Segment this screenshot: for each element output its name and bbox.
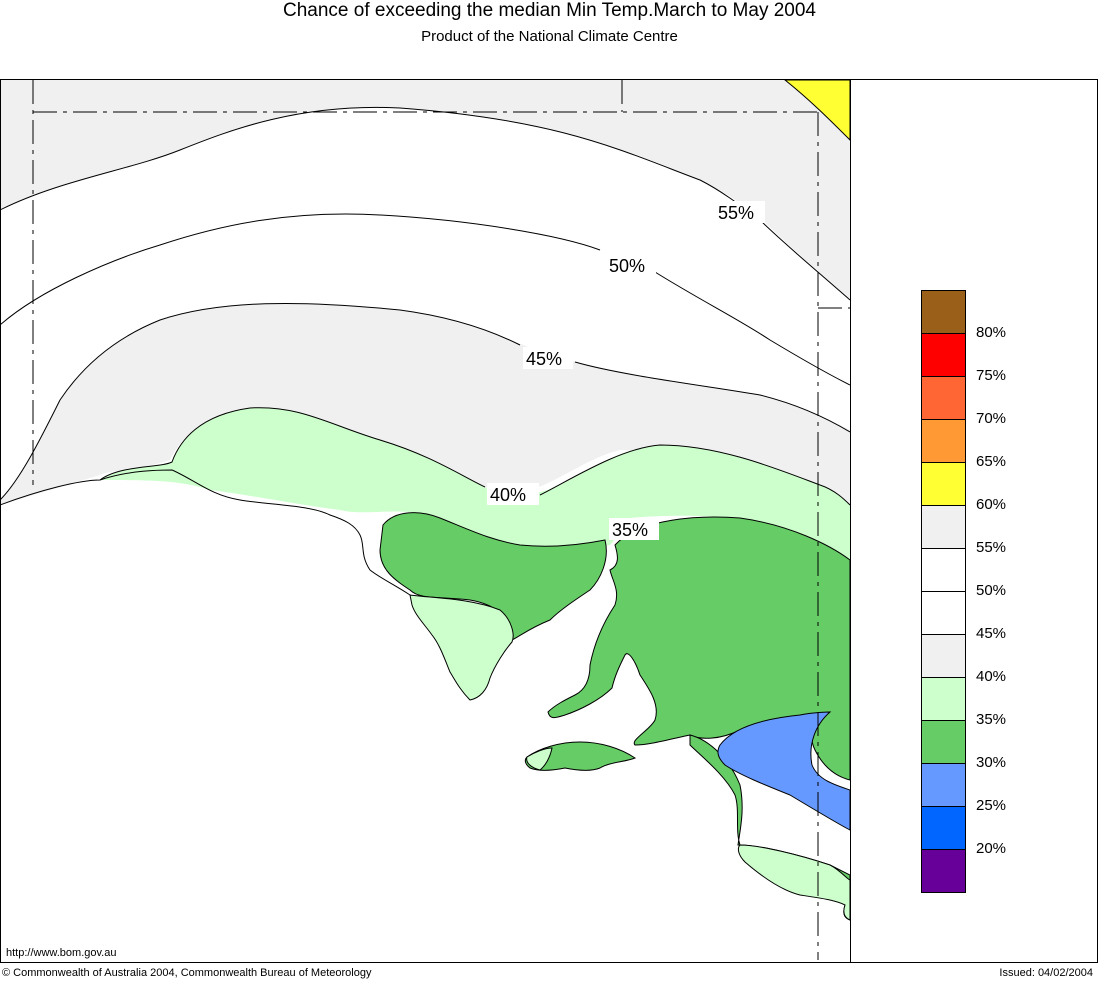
legend-label: 55%	[976, 539, 1007, 556]
legend-label: 40%	[976, 668, 1007, 685]
legend-colorbar	[921, 290, 966, 893]
legend-swatch	[921, 721, 966, 764]
legend-swatch	[921, 592, 966, 635]
contour-line-50	[1, 213, 850, 386]
contour-label-55: 55%	[718, 203, 754, 223]
legend-swatch	[921, 635, 966, 678]
map-title: Chance of exceeding the median Min Temp.…	[282, 0, 816, 21]
legend-label: 25%	[976, 797, 1007, 814]
zone-35-40-southeast-tip	[737, 844, 850, 921]
legend-label: 60%	[976, 496, 1007, 513]
zone-30-35-yorke	[547, 516, 850, 781]
legend-label: 80%	[976, 324, 1007, 341]
contour-label-35: 35%	[612, 520, 648, 540]
contour-label-45: 45%	[526, 349, 562, 369]
copyright-notice: © Commonwealth of Australia 2004, Common…	[2, 967, 372, 979]
zone-60	[784, 80, 850, 141]
legend-swatch	[921, 334, 966, 377]
legend-swatch	[921, 463, 966, 506]
legend-label: 30%	[976, 754, 1007, 771]
contour-line-40	[99, 407, 850, 506]
legend-swatch	[921, 678, 966, 721]
source-url[interactable]: http://www.bom.gov.au	[6, 947, 117, 959]
zone-55-plus	[1, 80, 850, 300]
map-subtitle: Product of the National Climate Centre	[421, 28, 678, 45]
legend-swatch	[921, 850, 966, 893]
legend-swatch	[921, 807, 966, 850]
zone-25-30	[717, 711, 850, 831]
kangaroo-island	[524, 741, 637, 771]
legend-label: 75%	[976, 367, 1007, 384]
contour-line-45	[1, 302, 850, 500]
legend-swatch	[921, 506, 966, 549]
zone-35-40	[100, 407, 850, 560]
issued-date: Issued: 04/02/2004	[999, 967, 1093, 979]
legend-swatch	[921, 290, 966, 334]
legend-label: 50%	[976, 582, 1007, 599]
zone-35-40-eyre-tip	[409, 594, 514, 701]
legend-label: 35%	[976, 711, 1007, 728]
legend-label: 20%	[976, 840, 1007, 857]
legend-swatch	[921, 549, 966, 592]
coastline-west	[1, 469, 411, 596]
legend-swatch	[921, 764, 966, 807]
kangaroo-island-west	[526, 747, 553, 771]
zone-40-45	[1, 303, 850, 560]
legend-label: 70%	[976, 410, 1007, 427]
legend-swatch	[921, 377, 966, 420]
legend-label: 45%	[976, 625, 1007, 642]
contour-label-40: 40%	[490, 485, 526, 505]
legend-swatch	[921, 420, 966, 463]
legend-label: 65%	[976, 453, 1007, 470]
contour-label-50: 50%	[609, 256, 645, 276]
